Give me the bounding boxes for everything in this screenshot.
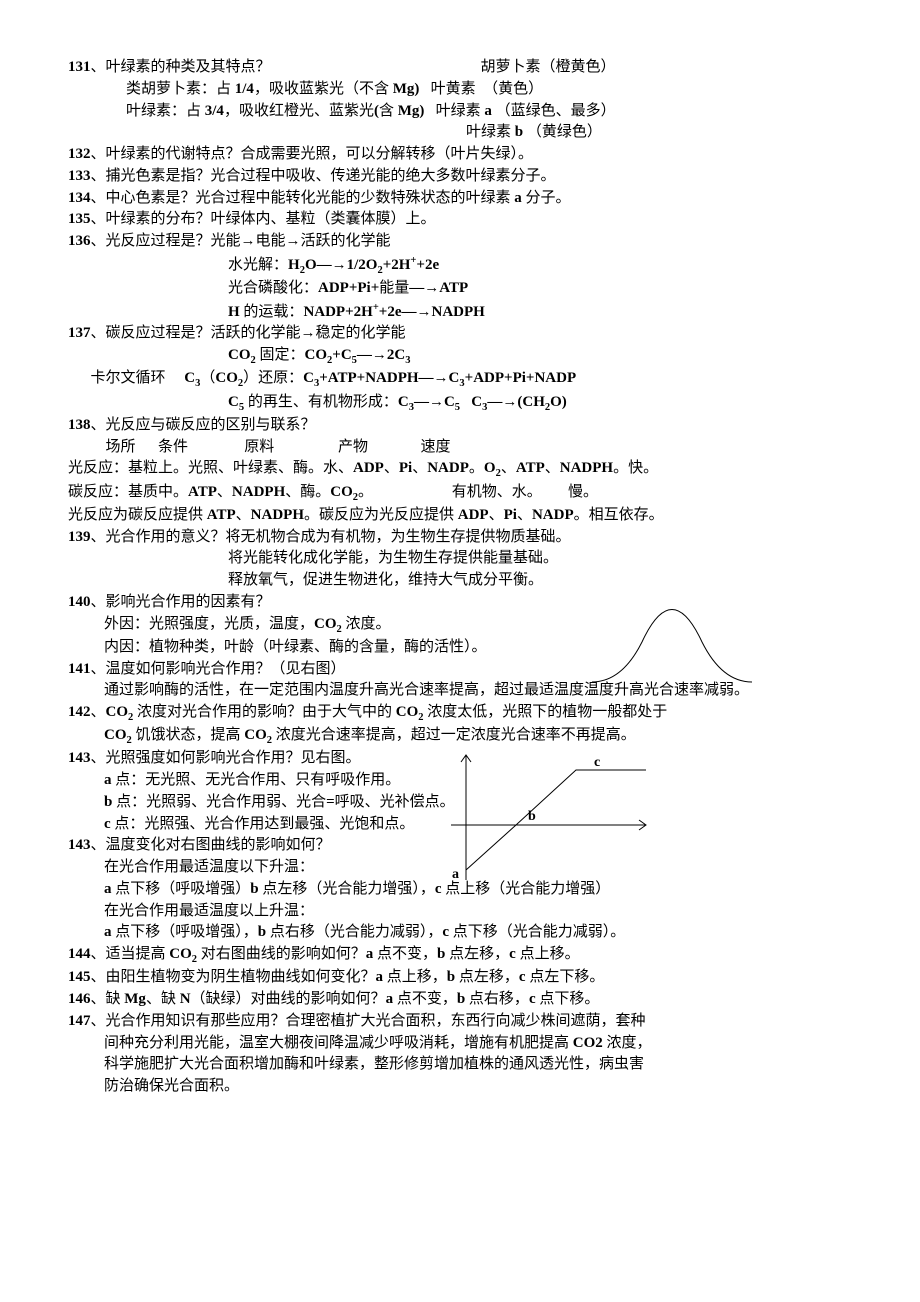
q132: 132、叶绿素的代谢特点？合成需要光照，可以分解转移（叶片失绿）。 [68, 144, 852, 166]
q143b-l2: 在光合作用最适温度以下升温： [68, 857, 852, 879]
q143a-a: a 点：无光照、无光合作用、只有呼吸作用。 [68, 770, 852, 792]
q135: 135、叶绿素的分布？叶绿体内、基粒（类囊体膜）上。 [68, 209, 852, 231]
q143a-b: b 点：光照弱、光合作用弱、光合=呼吸、光补偿点。 [68, 792, 852, 814]
q134: 134、中心色素是？光合过程中能转化光能的少数特殊状态的叶绿素 a 分子。 [68, 188, 852, 210]
q142: 142、CO2 浓度对光合作用的影响？由于大气中的 CO2 浓度太低，光照下的植… [68, 702, 852, 725]
q131-r2: 叶黄素 （黄色） [431, 81, 544, 97]
q147-l4: 防治确保光合面积。 [68, 1076, 852, 1098]
qnum: 131 [68, 59, 91, 75]
q143b-title: 143、温度变化对右图曲线的影响如何？ [68, 835, 852, 857]
q137-l1: 137、碳反应过程是？活跃的化学能→稳定的化学能 [68, 323, 852, 345]
q131-l2: 类胡萝卜素：占 1/4，吸收蓝紫光（不含 Mg) [126, 81, 419, 97]
q139-l2: 将光能转化成化学能，为生物生存提供能量基础。 [68, 548, 852, 570]
q131-r1: 胡萝卜素（橙黄色） [481, 59, 616, 75]
q140-block: 140、影响光合作用的因素有？ 外因：光照强度，光质，温度，CO2 浓度。 内因… [68, 592, 852, 702]
q131-l3: 叶绿素：占 3/4，吸收红橙光、蓝紫光(含 Mg) [126, 103, 424, 119]
q138-r1: 光反应：基粒上。光照、叶绿素、酶。水、ADP、Pi、NADP。O2、ATP、NA… [68, 458, 852, 481]
q145: 145、由阳生植物变为阴生植物曲线如何变化？a 点上移，b 点左移，c 点左下移… [68, 967, 852, 989]
q143b-l4: 在光合作用最适温度以上升温： [68, 901, 852, 923]
q133: 133、捕光色素是指？光合过程中吸收、传递光能的绝大多数叶绿素分子。 [68, 166, 852, 188]
q136-l3: 光合磷酸化：ADP+Pi+能量—→ATP [68, 278, 852, 300]
q136-l1: 136、光反应过程是？光能→电能→活跃的化学能 [68, 231, 852, 253]
q143b-l3: a 点下移（呼吸增强）b 点左移（光合能力增强），c 点上移（光合能力增强） [68, 879, 852, 901]
q137-l4: C5 的再生、有机物形成：C3—→C5 C3—→(CH2O) [68, 392, 852, 415]
q136-l4: H 的运载：NADP+2H++2e—→NADPH [68, 300, 852, 324]
q143a-c: c 点：光照强、光合作用达到最强、光饱和点。 [68, 814, 852, 836]
q141-l2: 通过影响酶的活性，在一定范围内温度升高光合速率提高，超过最适温度温度升高光合速率… [68, 680, 852, 702]
q140-l2: 外因：光照强度，光质，温度，CO2 浓度。 [68, 614, 852, 637]
page: 131、叶绿素的种类及其特点？胡萝卜素（橙黄色） 类胡萝卜素：占 1/4，吸收蓝… [0, 0, 920, 1158]
q143b-l5: a 点下移（呼吸增强），b 点右移（光合能力减弱），c 点下移（光合能力减弱）。 [68, 922, 852, 944]
q138-title: 138、光反应与碳反应的区别与联系？ [68, 415, 852, 437]
q131: 131、叶绿素的种类及其特点？胡萝卜素（橙黄色） 类胡萝卜素：占 1/4，吸收蓝… [68, 57, 852, 144]
q147-l2: 间种充分利用光能，温室大棚夜间降温减少呼吸消耗，增施有机肥提高 CO2 浓度， [68, 1033, 852, 1055]
q138-r2: 碳反应：基质中。ATP、NADPH、酶。CO2。 有机物、水。 慢。 [68, 482, 852, 505]
q138-r3: 光反应为碳反应提供 ATP、NADPH。碳反应为光反应提供 ADP、Pi、NAD… [68, 505, 852, 527]
q142-b: CO2 饥饿状态，提高 CO2 浓度光合速率提高，超过一定浓度光合速率不再提高。 [68, 725, 852, 748]
q137-l2: CO2 固定：CO2+C5—→2C3 [68, 345, 852, 368]
q140-title: 140、影响光合作用的因素有？ [68, 592, 852, 614]
q138-hdr: 场所 条件 原料 产物 速度 [68, 437, 852, 459]
q137-l3: 卡尔文循环 C3（CO2）还原：C3+ATP+NADPH—→C3+ADP+Pi+… [68, 368, 852, 391]
q147-l3: 科学施肥扩大光合面积增加酶和叶绿素，整形修剪增加植株的通风透光性，病虫害 [68, 1054, 852, 1076]
q140-l3: 内因：植物种类，叶龄（叶绿素、酶的含量，酶的活性）。 [68, 637, 852, 659]
q131-r3: 叶绿素 a （蓝绿色、最多） [436, 103, 616, 119]
q131-title: 叶绿素的种类及其特点？ [106, 59, 271, 75]
q131-r4: 叶绿素 b （黄绿色） [466, 124, 602, 140]
q141-title: 141、温度如何影响光合作用？（见右图） [68, 659, 852, 681]
q146: 146、缺 Mg、缺 N（缺绿）对曲线的影响如何？a 点不变，b 点右移，c 点… [68, 989, 852, 1011]
q143a-title: 143、光照强度如何影响光合作用？见右图。 [68, 748, 852, 770]
q147-l1: 147、光合作用知识有那些应用？合理密植扩大光合面积，东西行向减少株间遮荫，套种 [68, 1011, 852, 1033]
q136-l2: 水光解：H2O—→1/2O2+2H++2e [68, 253, 852, 278]
q143-block: a b c 143、光照强度如何影响光合作用？见右图。 a 点：无光照、无光合作… [68, 748, 852, 944]
q144: 144、适当提高 CO2 对右图曲线的影响如何？a 点不变，b 点左移，c 点上… [68, 944, 852, 967]
q139-l3: 释放氧气，促进生物进化，维持大气成分平衡。 [68, 570, 852, 592]
q139-l1: 139、光合作用的意义？将无机物合成为有机物，为生物生存提供物质基础。 [68, 527, 852, 549]
